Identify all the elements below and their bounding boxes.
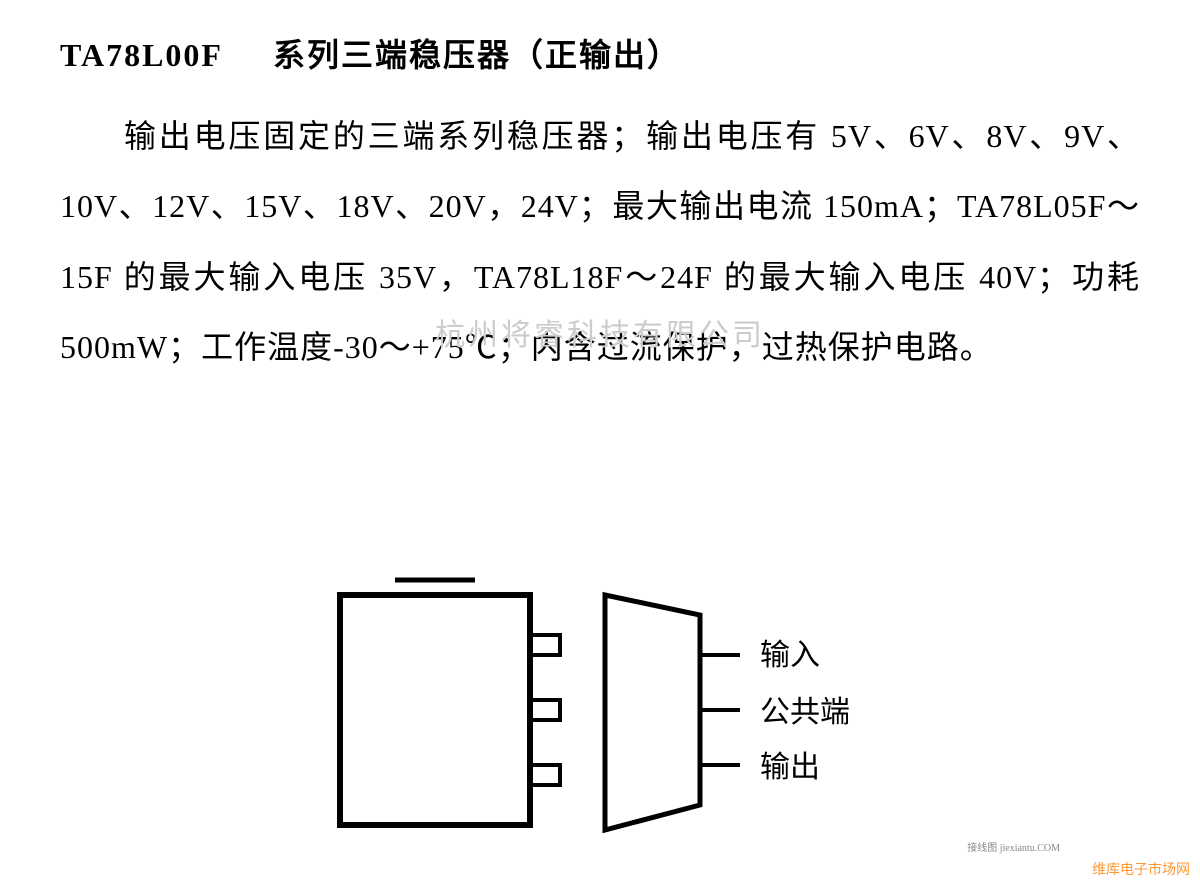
left-pin-2 (530, 700, 560, 720)
document-title: TA78L00F 系列三端稳压器（正输出） (60, 30, 1140, 76)
body-paragraph: 输出电压固定的三端系列稳压器；输出电压有 5V、6V、8V、9V、10V、12V… (60, 101, 1140, 383)
pin-label-3: 输出 (760, 751, 820, 784)
pin-label-2: 公共端 (760, 696, 850, 729)
pin-label-1: 输入 (760, 639, 820, 672)
pinout-diagram: 输入 公共端 输出 (320, 570, 1020, 860)
title-description: 系列三端稳压器（正输出） (273, 37, 681, 73)
bottom-right-watermark: 维库电子市场网 (1092, 859, 1190, 879)
diagram-svg: 输入 公共端 输出 (320, 570, 1020, 860)
left-pin-3 (530, 765, 560, 785)
bottom-sub-watermark: 接线图 jiexiantu.COM (967, 839, 1060, 854)
ic-package-right (605, 595, 700, 830)
ic-package-left (340, 595, 530, 825)
left-pin-1 (530, 635, 560, 655)
part-number: TA78L00F (60, 37, 223, 73)
